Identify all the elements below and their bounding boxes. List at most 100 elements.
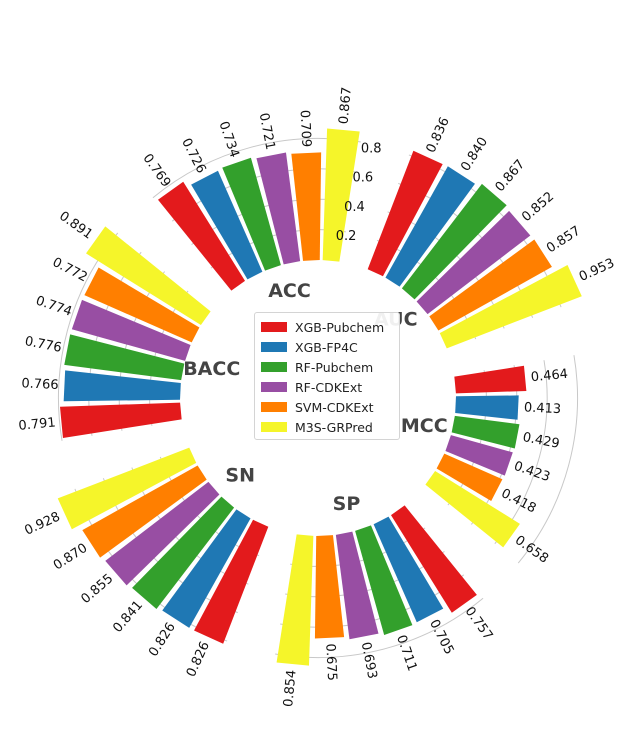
- bar-mcc-rf-pubchem: [451, 415, 520, 449]
- group-label-mcc: MCC: [401, 415, 448, 437]
- bar-auc-svm-cdkext: [429, 239, 552, 331]
- bar-bacc-svm-cdkext: [84, 267, 200, 343]
- bar-mcc-xgb-fp4c: [455, 395, 519, 420]
- bar-sn-xgb-pubchem: [194, 519, 269, 644]
- legend-swatch: [261, 402, 287, 412]
- legend-label: RF-Pubchem: [295, 359, 374, 375]
- value-label: 0.769: [140, 151, 174, 190]
- bar-bacc-rf-pubchem: [64, 334, 185, 381]
- grid-arc: [517, 355, 578, 564]
- bar-sn-svm-cdkext: [82, 465, 207, 558]
- legend-label: RF-CDKExt: [295, 379, 363, 395]
- bar-acc-xgb-pubchem: [157, 181, 246, 291]
- value-label: 0.766: [21, 376, 59, 393]
- legend: XGB-Pubchem XGB-FP4C RF-Pubchem RF-CDKExt SV…: [254, 312, 400, 440]
- value-label: 0.854: [281, 669, 299, 707]
- legend-label: XGB-FP4C: [295, 339, 358, 355]
- value-label: 0.774: [34, 293, 74, 319]
- radial-tick-label: 0.8: [361, 142, 382, 157]
- legend-swatch: [261, 342, 287, 352]
- bar-sp-svm-cdkext: [314, 535, 345, 639]
- value-label: 0.826: [184, 639, 213, 679]
- legend-swatch: [261, 422, 287, 432]
- value-label: 0.464: [530, 367, 568, 385]
- bar-auc-rf-cdkext: [416, 210, 531, 315]
- value-label: 0.928: [22, 509, 62, 538]
- bar-mcc-m3s-grpred: [425, 470, 520, 548]
- bar-acc-rf-cdkext: [256, 152, 301, 265]
- group-label-bacc: BACC: [183, 358, 240, 380]
- legend-swatch: [261, 382, 287, 392]
- value-label: 0.693: [358, 641, 380, 680]
- bar-sp-rf-pubchem: [355, 525, 413, 635]
- bar-acc-m3s-grpred: [322, 128, 360, 262]
- value-label: 0.840: [458, 135, 491, 174]
- value-label: 0.721: [256, 112, 278, 151]
- bar-mcc-xgb-pubchem: [454, 365, 527, 394]
- bar-sn-m3s-grpred: [57, 447, 197, 530]
- value-label: 0.757: [462, 604, 496, 643]
- value-label: 0.891: [56, 209, 95, 243]
- bar-sp-xgb-pubchem: [390, 505, 477, 613]
- legend-label: SVM-CDKExt: [295, 399, 374, 415]
- value-label: 0.711: [393, 633, 419, 673]
- bars-layer: [57, 128, 582, 666]
- group-label-sp: SP: [333, 493, 361, 515]
- value-label: 0.867: [493, 157, 529, 195]
- bar-mcc-svm-cdkext: [436, 453, 503, 501]
- value-label: 0.726: [178, 136, 208, 176]
- value-label: 0.852: [519, 189, 557, 225]
- bar-auc-rf-pubchem: [401, 183, 507, 300]
- value-label: 0.870: [51, 541, 90, 574]
- value-label: 0.855: [78, 571, 116, 607]
- value-label: 0.658: [512, 533, 551, 567]
- value-label: 0.429: [521, 430, 560, 452]
- value-label: 0.413: [524, 400, 562, 417]
- bar-auc-xgb-pubchem: [367, 150, 443, 277]
- bar-bacc-xgb-pubchem: [59, 402, 182, 438]
- legend-label: XGB-Pubchem: [295, 319, 385, 335]
- legend-item-xgb-pubchem: XGB-Pubchem: [261, 317, 399, 337]
- radial-tick-label: 0.4: [344, 200, 365, 215]
- value-label: 0.857: [544, 224, 583, 257]
- bar-sp-rf-cdkext: [335, 531, 379, 640]
- bar-sn-rf-pubchem: [132, 496, 235, 610]
- value-label: 0.836: [424, 115, 453, 155]
- bar-sp-m3s-grpred: [276, 534, 314, 666]
- value-label: 0.705: [426, 617, 456, 657]
- bar-mcc-rf-cdkext: [445, 435, 513, 476]
- bar-acc-rf-pubchem: [222, 157, 281, 271]
- bar-acc-xgb-fp4c: [191, 170, 263, 280]
- value-label: 0.734: [215, 119, 241, 159]
- value-label: 0.826: [146, 620, 179, 659]
- bar-acc-svm-cdkext: [291, 152, 322, 261]
- bar-bacc-xgb-fp4c: [63, 370, 181, 402]
- radial-tick-label: 0.6: [352, 171, 373, 186]
- legend-item-svm-cdkext: SVM-CDKExt: [261, 397, 399, 417]
- legend-label: M3S-GRPred: [295, 419, 373, 435]
- bar-bacc-m3s-grpred: [86, 226, 211, 326]
- group-label-acc: ACC: [268, 280, 311, 302]
- bar-bacc-rf-cdkext: [71, 299, 191, 361]
- legend-item-xgb-fp4c: XGB-FP4C: [261, 337, 399, 357]
- value-label: 0.791: [18, 415, 56, 433]
- bar-sn-rf-cdkext: [105, 481, 220, 586]
- value-label: 0.675: [322, 643, 339, 681]
- value-label: 0.953: [577, 256, 617, 285]
- legend-item-rf-pubchem: RF-Pubchem: [261, 357, 399, 377]
- legend-swatch: [261, 322, 287, 332]
- legend-item-m3s-grpred: M3S-GRPred: [261, 417, 399, 437]
- value-label: 0.772: [50, 255, 90, 285]
- value-label: 0.841: [110, 598, 146, 636]
- value-label: 0.867: [337, 86, 355, 124]
- legend-item-rf-cdkext: RF-CDKExt: [261, 377, 399, 397]
- bar-auc-m3s-grpred: [439, 264, 582, 349]
- value-label: 0.776: [23, 334, 62, 356]
- legend-swatch: [261, 362, 287, 372]
- radial-tick-label: 0.2: [336, 229, 357, 244]
- radial-ticks-layer: 0.2 0.4 0.6 0.8: [336, 142, 382, 245]
- bar-sn-xgb-fp4c: [162, 509, 251, 628]
- group-label-sn: SN: [225, 464, 255, 486]
- value-label: 0.418: [498, 486, 538, 516]
- bar-sp-xgb-fp4c: [373, 516, 444, 623]
